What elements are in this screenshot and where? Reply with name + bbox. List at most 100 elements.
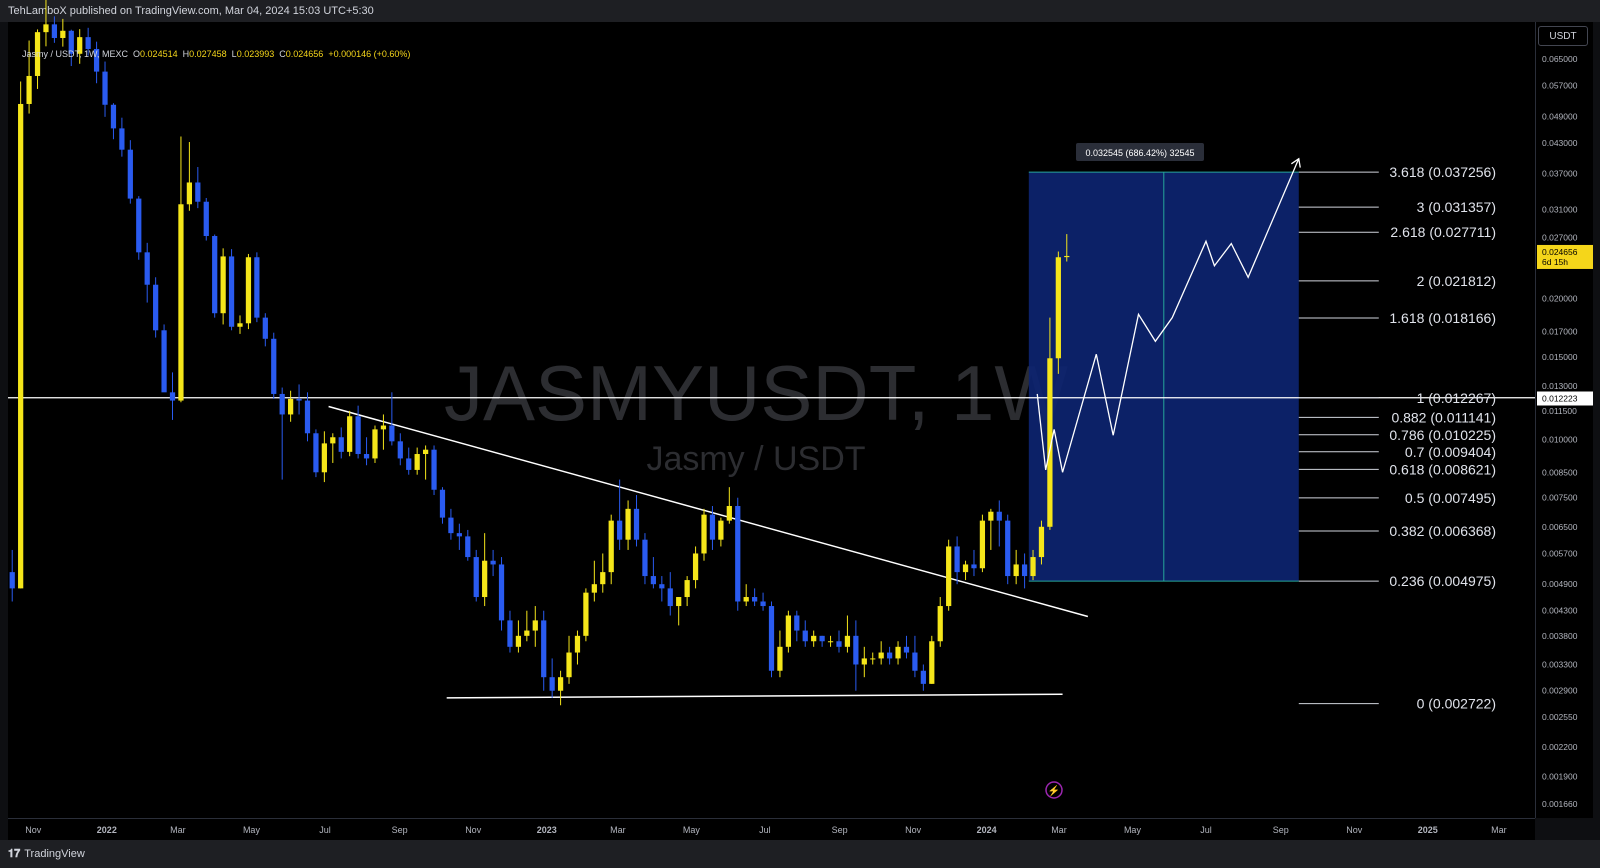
published-header: TehLamboX published on TradingView.com, … [0, 0, 1600, 22]
candle [996, 500, 1002, 547]
candle-body [77, 37, 83, 54]
candle [566, 635, 572, 684]
candle-body [51, 24, 58, 38]
legend-l-label: L [231, 49, 237, 59]
fib-level-label: 1.618 (0.018166) [1389, 310, 1496, 326]
candle-body [482, 560, 488, 598]
footer: 𝟏𝟕 TradingView [0, 840, 1600, 868]
candle-body [591, 584, 597, 593]
candle-body [752, 597, 758, 602]
candle-body [507, 620, 513, 647]
candle-body [1047, 358, 1053, 527]
candle [633, 495, 640, 547]
candle-body [1064, 255, 1070, 258]
candle-body [363, 454, 370, 459]
candle-body [338, 437, 344, 452]
candle [532, 606, 538, 647]
candle [347, 410, 353, 457]
candle [515, 620, 522, 653]
level-price-label: 0.012223 [1542, 394, 1578, 404]
candle [617, 479, 623, 550]
candle [912, 635, 918, 678]
candle-body [515, 635, 522, 647]
legend-c-label: C [279, 49, 286, 59]
candle-body [996, 511, 1002, 521]
candle [583, 588, 589, 642]
time-tick-label: 2025 [1418, 825, 1438, 835]
measure-box-layer [1028, 171, 1299, 582]
tradingview-logo-icon[interactable]: 𝟏𝟕 [8, 848, 21, 860]
level-price-tag [1537, 391, 1593, 406]
candle-body [313, 433, 319, 473]
candle-body [380, 425, 387, 430]
candle-body [397, 441, 403, 459]
candle-body [161, 330, 167, 393]
candle-body [1055, 257, 1061, 359]
candle-body [178, 204, 184, 401]
candle-body [220, 256, 226, 314]
candle-body [557, 677, 564, 691]
price-tick-label: 0.049000 [1542, 111, 1578, 121]
candle [338, 427, 344, 459]
candle [498, 557, 505, 631]
candle-body [701, 514, 707, 554]
candle-body [718, 520, 724, 540]
price-tick-label: 0.003800 [1542, 631, 1578, 641]
legend-high: 0.027458 [189, 49, 227, 59]
candle [1030, 549, 1036, 581]
candle [608, 514, 614, 585]
candle [895, 641, 901, 665]
candle [77, 29, 83, 64]
candle [659, 576, 665, 602]
candle-body [743, 597, 749, 602]
candle-body [768, 606, 775, 671]
price-tick-label: 0.001900 [1542, 772, 1578, 782]
legend-low: 0.023993 [236, 49, 275, 59]
fib-extension-layer[interactable]: 3.618 (0.037256) 3 (0.031357) 2.618 (0.027… [1298, 164, 1496, 712]
time-axis[interactable]: Nov 2022 Mar May Jul Sep Nov 2023 Mar May Jul Sep No… [8, 818, 1535, 841]
candle-body [102, 71, 108, 105]
candle [136, 196, 142, 260]
candle-body [119, 128, 125, 150]
candle [743, 584, 749, 607]
candle-body [524, 630, 530, 636]
currency-button[interactable]: USDT [1538, 26, 1588, 46]
candle [473, 549, 479, 602]
candle [701, 508, 707, 561]
price-tick-label: 0.004300 [1542, 606, 1578, 616]
candle [220, 248, 226, 325]
candle-body [490, 560, 496, 565]
candle-body [195, 182, 201, 202]
candle-body [1030, 557, 1036, 577]
projection-arrowhead [1290, 157, 1301, 168]
price-tick-label: 0.008500 [1542, 467, 1578, 477]
lightning-icon[interactable] [1045, 781, 1063, 799]
time-tick-label: Sep [392, 825, 408, 835]
price-tick-label: 0.002200 [1542, 742, 1578, 752]
chart-pane[interactable]: JASMYUSDT, 1W Jasmy / USDT 3.618 (0.0372… [8, 0, 1535, 818]
candle [1064, 234, 1070, 262]
price-tick-label: 0.002900 [1542, 686, 1578, 696]
candle [870, 652, 876, 665]
candle-body [692, 553, 699, 581]
candle-body [886, 652, 893, 659]
candle [254, 252, 260, 323]
current-price-countdown: 6d 15h [1542, 257, 1568, 267]
candle [903, 635, 910, 659]
candle [431, 445, 437, 496]
candle-body [760, 601, 766, 607]
candle [541, 610, 547, 691]
candle [228, 249, 235, 331]
candle-body [304, 400, 311, 434]
candle [642, 533, 648, 585]
candle [718, 517, 724, 547]
candle [886, 646, 893, 665]
candle-body [895, 646, 901, 659]
candle [330, 433, 336, 463]
candle [676, 597, 682, 626]
candle-body [414, 454, 420, 470]
candle [1038, 520, 1045, 565]
price-axis[interactable]: 0.065000 0.057000 0.049000 0.043000 0.037000… [1535, 22, 1593, 818]
candle [68, 29, 74, 67]
candle [380, 414, 387, 450]
